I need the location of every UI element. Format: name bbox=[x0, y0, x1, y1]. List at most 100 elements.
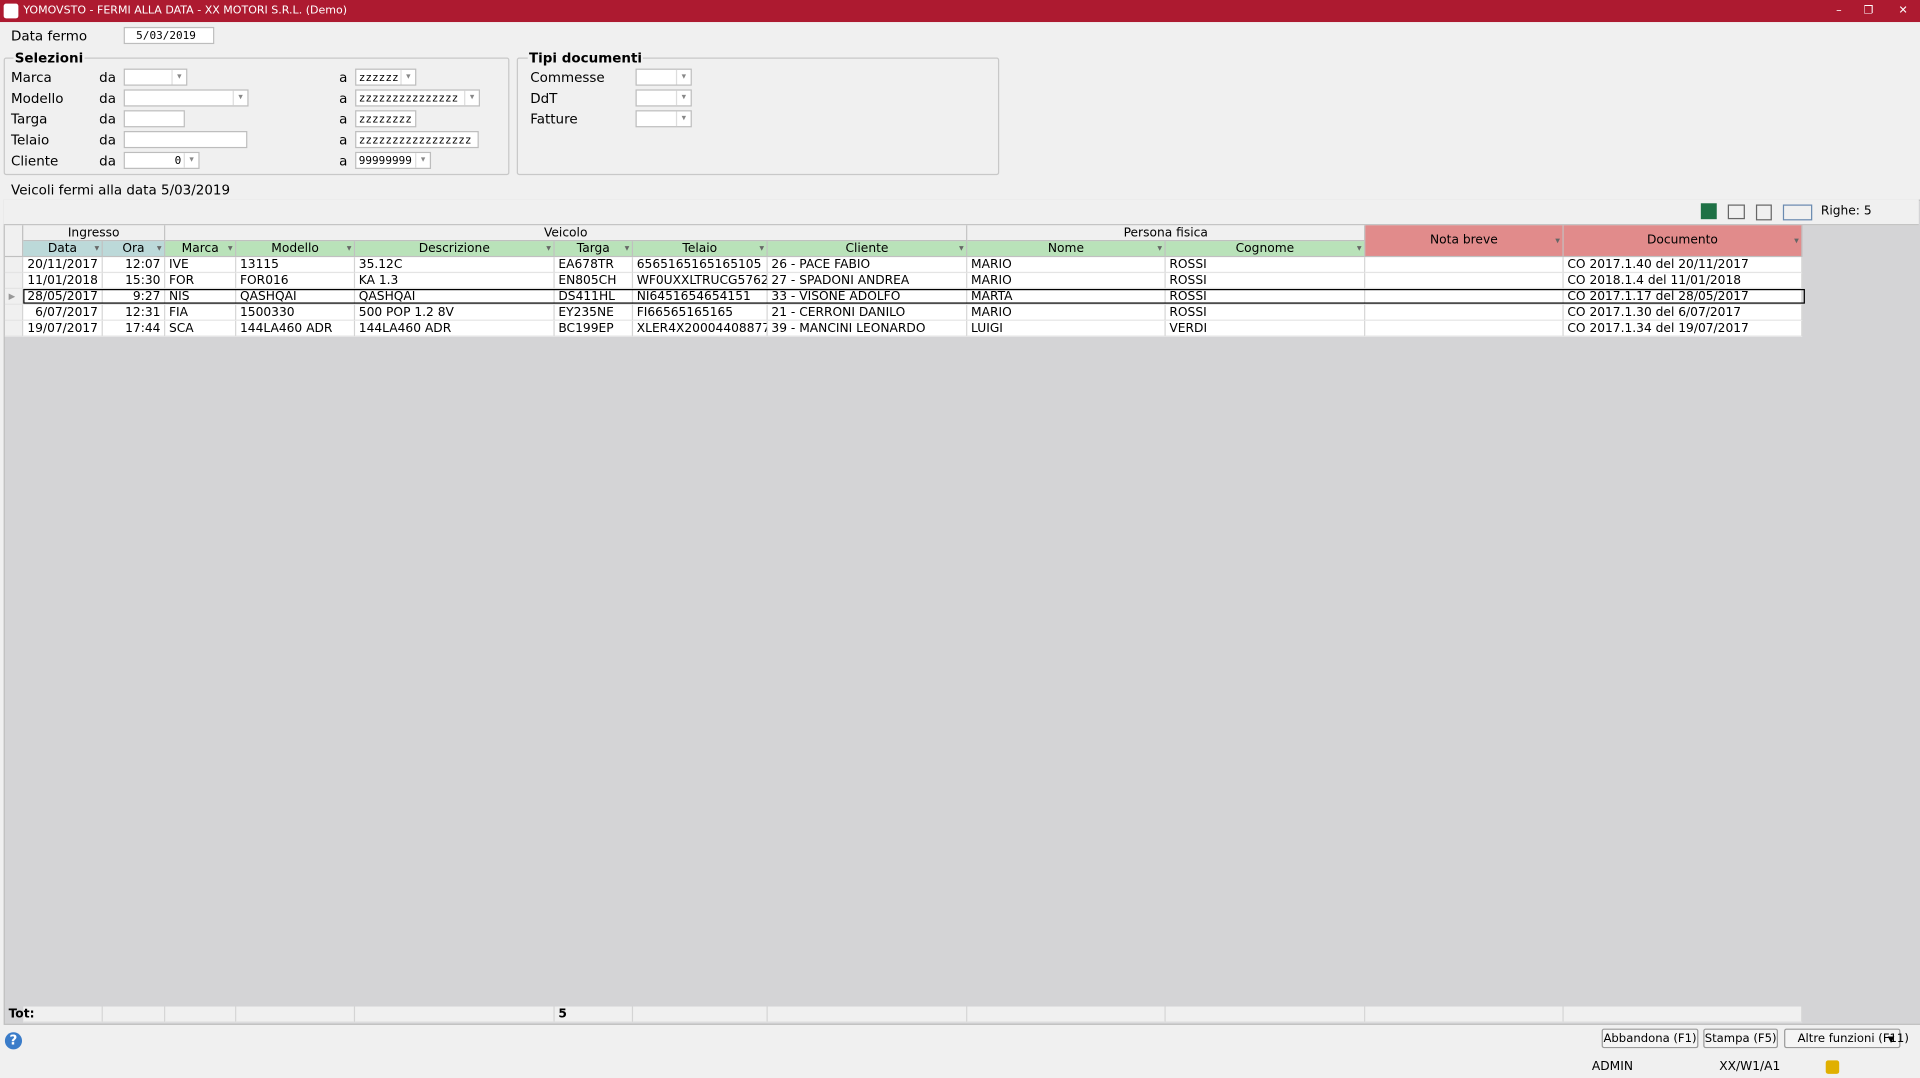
grid-cell[interactable]: NIS bbox=[165, 288, 237, 305]
grid-cell[interactable]: FOR bbox=[165, 273, 237, 289]
dropdown-arrow[interactable]: ▼ bbox=[400, 69, 415, 85]
grid-cell[interactable]: 17:44 bbox=[102, 320, 166, 337]
grid-cell[interactable]: FI66565165165 bbox=[633, 304, 768, 321]
grid-cell[interactable]: SCA bbox=[165, 320, 237, 337]
grid-cell[interactable]: DS411HL bbox=[554, 288, 634, 305]
date-field[interactable]: 5/03/2019 bbox=[123, 26, 215, 45]
input-field[interactable]: ▼ bbox=[123, 68, 188, 86]
grid-cell[interactable]: KA 1.3 bbox=[355, 273, 555, 289]
grid-cell[interactable]: BC199EP bbox=[554, 320, 634, 337]
grid-cell[interactable]: FIA bbox=[165, 304, 237, 321]
grid-cell[interactable]: ROSSI bbox=[1165, 257, 1366, 274]
input-field[interactable]: zzzzzzzz bbox=[355, 110, 417, 128]
grid-cell[interactable]: 6/07/2017 bbox=[23, 304, 103, 321]
grid-cell[interactable]: CO 2017.1.34 del 19/07/2017 bbox=[1563, 320, 1803, 337]
grid-cell[interactable]: 1500330 bbox=[236, 304, 356, 321]
minimize[interactable]: – bbox=[1836, 4, 1842, 18]
grid-cell[interactable]: 21 - CERRONI DANILO bbox=[767, 304, 968, 321]
grid-cell[interactable]: EY235NE bbox=[554, 304, 634, 321]
menu-arrow[interactable]: ▼ bbox=[1887, 1034, 1895, 1045]
grid-cell[interactable]: 39 - MANCINI LEONARDO bbox=[767, 320, 968, 337]
filter-arrow[interactable]: ▼ bbox=[1794, 237, 1799, 245]
grid-cell[interactable]: 11/01/2018 bbox=[23, 273, 103, 289]
grid-cell[interactable]: QASHQAI bbox=[355, 288, 555, 305]
column-header[interactable]: Cliente ▼ bbox=[767, 241, 968, 258]
grid-cell[interactable]: XLER4X20004408877 bbox=[633, 320, 768, 337]
grid-cell[interactable]: NI6451654654151 bbox=[633, 288, 768, 305]
column-header[interactable]: Documento ▼ bbox=[1563, 225, 1803, 258]
grid-cell[interactable] bbox=[1365, 304, 1564, 321]
grid-cell[interactable]: 19/07/2017 bbox=[23, 320, 103, 337]
filter-arrow[interactable]: ▼ bbox=[94, 244, 100, 253]
grid-cell[interactable]: QASHQAI bbox=[236, 288, 356, 305]
grid-cell[interactable]: 27 - SPADONI ANDREA bbox=[767, 273, 968, 289]
grid-cell[interactable]: WF0UXXLTRUCG57627 bbox=[633, 273, 768, 289]
input-field[interactable]: 99999999 ▼ bbox=[355, 151, 432, 169]
column-header[interactable]: Cognome ▼ bbox=[1165, 241, 1366, 258]
grid-cell[interactable] bbox=[1365, 320, 1564, 337]
filter-arrow[interactable]: ▼ bbox=[546, 244, 552, 253]
combo-field[interactable]: ▼ bbox=[635, 110, 692, 128]
grid-cell[interactable]: 26 - PACE FABIO bbox=[767, 257, 968, 274]
column-header[interactable]: Nota breve ▼ bbox=[1365, 225, 1564, 258]
grid-cell[interactable]: 12:31 bbox=[102, 304, 166, 321]
grid-cell[interactable] bbox=[1365, 288, 1564, 305]
grid-cell[interactable]: 35.12C bbox=[355, 257, 555, 274]
filter-arrow[interactable]: ▼ bbox=[1356, 244, 1362, 253]
filter-arrow[interactable]: ▼ bbox=[958, 244, 964, 253]
grid-cell[interactable]: ROSSI bbox=[1165, 288, 1366, 305]
grid-cell[interactable]: 144LA460 ADR bbox=[355, 320, 555, 337]
grid-cell[interactable]: 6565165165165105 bbox=[633, 257, 768, 274]
filter-arrow[interactable]: ▼ bbox=[346, 244, 352, 253]
filter-arrow[interactable]: ▼ bbox=[227, 244, 233, 253]
combo-field[interactable]: ▼ bbox=[635, 89, 692, 107]
column-header[interactable]: Modello ▼ bbox=[236, 241, 356, 258]
grid-cell[interactable]: 20/11/2017 bbox=[23, 257, 103, 274]
input-field[interactable]: zzzzzz ▼ bbox=[355, 68, 417, 86]
dropdown-arrow[interactable]: ▼ bbox=[464, 90, 479, 106]
dropdown-arrow[interactable]: ▼ bbox=[171, 69, 186, 85]
excel-button[interactable] bbox=[1700, 203, 1717, 220]
grid-cell[interactable] bbox=[1365, 257, 1564, 274]
input-field[interactable]: ▼ bbox=[123, 89, 249, 107]
input-field[interactable] bbox=[123, 110, 185, 128]
grid-cell[interactable] bbox=[1365, 273, 1564, 289]
column-header[interactable]: Telaio ▼ bbox=[633, 241, 768, 258]
column-header[interactable]: Descrizione ▼ bbox=[355, 241, 555, 258]
column-header[interactable]: Targa ▼ bbox=[554, 241, 634, 258]
grid-cell[interactable]: CO 2018.1.4 del 11/01/2018 bbox=[1563, 273, 1803, 289]
grid-cell[interactable]: FOR016 bbox=[236, 273, 356, 289]
grid-cell[interactable]: EN805CH bbox=[554, 273, 634, 289]
grid-cell[interactable]: 13115 bbox=[236, 257, 356, 274]
grid-cell[interactable]: ROSSI bbox=[1165, 273, 1366, 289]
grid-cell[interactable]: 28/05/2017 bbox=[23, 288, 103, 305]
button[interactable]: Altre funzioni (F11) ▼ bbox=[1784, 1028, 1909, 1049]
filter-arrow[interactable]: ▼ bbox=[1555, 237, 1561, 245]
grid-cell[interactable]: IVE bbox=[165, 257, 237, 274]
filter-arrow[interactable]: ▼ bbox=[156, 244, 162, 253]
button[interactable]: Stampa (F5) bbox=[1703, 1028, 1778, 1049]
grid-cell[interactable]: CO 2017.1.30 del 6/07/2017 bbox=[1563, 304, 1803, 321]
help-icon[interactable]: ? bbox=[4, 1032, 23, 1050]
grid-cell[interactable]: MARIO bbox=[967, 304, 1166, 321]
filter-arrow[interactable]: ▼ bbox=[759, 244, 765, 253]
column-header[interactable]: Nome ▼ bbox=[967, 241, 1166, 258]
input-field[interactable]: zzzzzzzzzzzzzzzzz bbox=[355, 131, 479, 149]
button[interactable]: Abbandona (F1) bbox=[1601, 1028, 1699, 1049]
grid-cell[interactable]: 15:30 bbox=[102, 273, 166, 289]
filter-arrow[interactable]: ▼ bbox=[624, 244, 630, 253]
dropdown-arrow[interactable]: ▼ bbox=[675, 111, 691, 127]
dropdown-arrow[interactable]: ▼ bbox=[415, 153, 430, 168]
input-field[interactable]: zzzzzzzzzzzzzzz ▼ bbox=[355, 89, 481, 107]
column-header[interactable]: Ora ▼ bbox=[102, 241, 166, 258]
grid-cell[interactable]: MARTA bbox=[967, 288, 1166, 305]
close[interactable]: ✕ bbox=[1898, 4, 1908, 18]
grid-cell[interactable]: 12:07 bbox=[102, 257, 166, 274]
grid-cell[interactable]: MARIO bbox=[967, 273, 1166, 289]
restore[interactable]: ❐ bbox=[1863, 4, 1874, 18]
grid-cell[interactable]: MARIO bbox=[967, 257, 1166, 274]
grid-cell[interactable]: ROSSI bbox=[1165, 304, 1366, 321]
filter-arrow[interactable]: ▼ bbox=[1157, 244, 1163, 253]
grid-cell[interactable]: 500 POP 1.2 8V bbox=[355, 304, 555, 321]
dropdown-arrow[interactable]: ▼ bbox=[183, 153, 199, 168]
